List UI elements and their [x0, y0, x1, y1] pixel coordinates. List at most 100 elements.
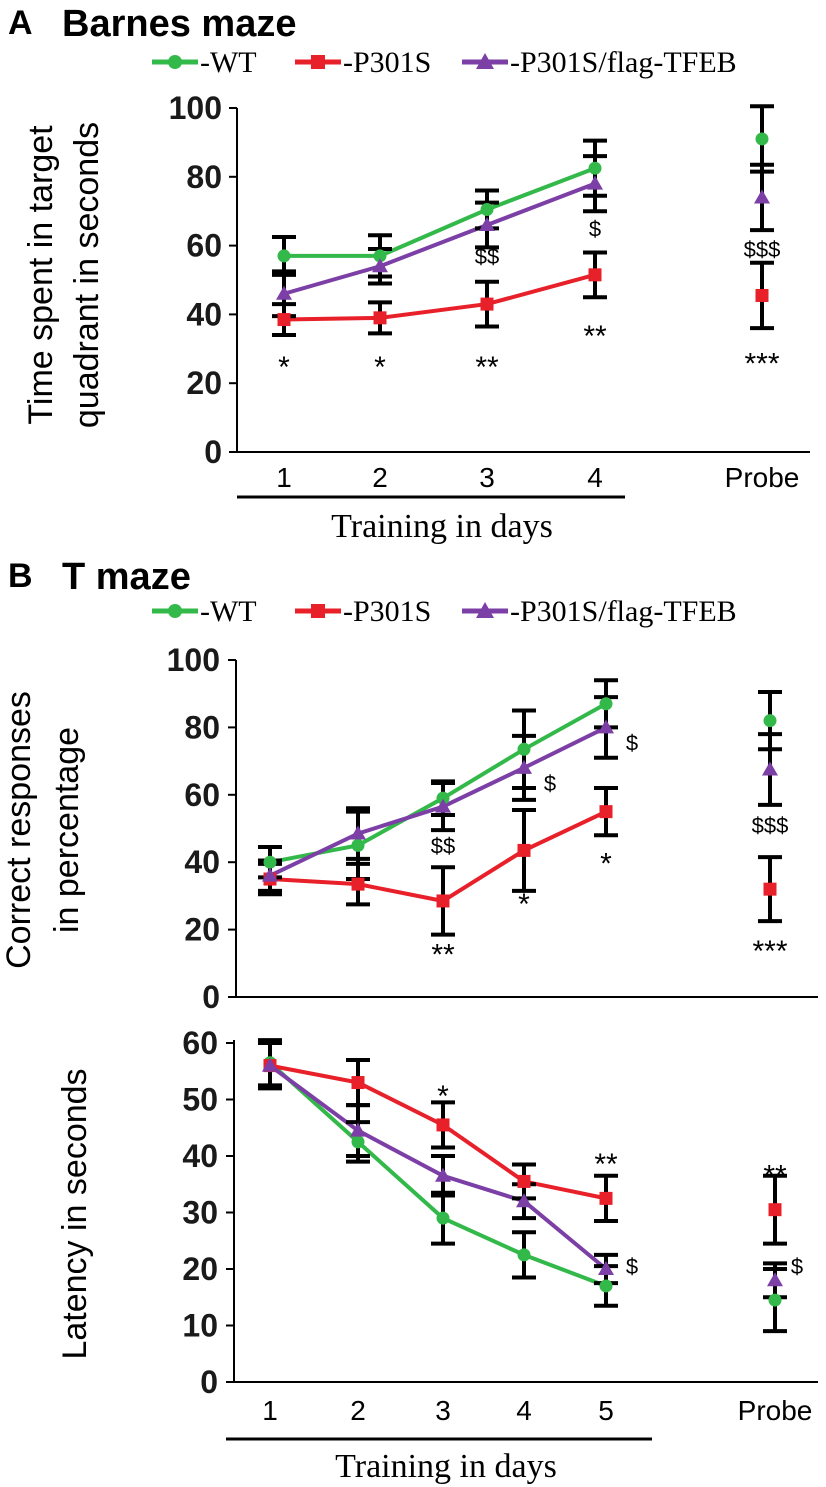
- data-point-wt: [436, 791, 450, 805]
- data-point-p301s-flag-tfeb: [350, 1122, 366, 1137]
- x-tick-label: 2: [350, 1395, 366, 1426]
- y-tick-label: 20: [184, 912, 220, 948]
- legend-marker-p301s: [311, 604, 325, 618]
- significance-tfeb-annotation: $$$: [752, 813, 789, 838]
- data-point-p301s: [436, 1118, 450, 1132]
- significance-p301s-annotation: *: [278, 351, 290, 384]
- data-point-wt: [263, 855, 277, 869]
- data-point-wt: [373, 249, 387, 263]
- data-point-p301s-flag-tfeb: [372, 258, 388, 273]
- x-tick-label-probe: Probe: [738, 1395, 813, 1426]
- probe-point-p301s: [768, 1203, 782, 1217]
- data-point-wt: [599, 697, 613, 711]
- significance-tfeb-annotation: $: [589, 216, 601, 241]
- probe-point-wt: [763, 714, 777, 728]
- significance-tfeb-annotation: $: [791, 1254, 803, 1279]
- x-tick-label: 4: [516, 1395, 532, 1426]
- data-point-p301s: [373, 311, 387, 325]
- y-axis-label-b2: Latency in seconds: [56, 1068, 94, 1359]
- x-tick-label: 1: [262, 1395, 278, 1426]
- data-point-p301s-flag-tfeb: [276, 285, 292, 300]
- significance-p301s-annotation: ***: [744, 348, 779, 381]
- x-axis-label-b: Training in days: [335, 1448, 557, 1485]
- data-point-p301s: [351, 1076, 365, 1090]
- y-tick-label: 40: [186, 296, 222, 332]
- data-point-p301s: [517, 843, 531, 857]
- panel-title-b: T maze: [62, 556, 191, 598]
- significance-p301s-annotation: **: [583, 320, 607, 353]
- legend-marker-tfeb: [476, 53, 494, 69]
- x-tick-label: 4: [587, 462, 603, 493]
- data-point-p301s-flag-tfeb: [435, 1167, 451, 1182]
- data-point-p301s: [599, 805, 613, 819]
- legend-label-p301s: -P301S: [343, 46, 431, 79]
- data-point-wt: [480, 202, 494, 216]
- data-point-p301s: [480, 297, 494, 311]
- probe-point-p301s-flag-tfeb: [762, 761, 778, 776]
- probe-point-p301s-flag-tfeb: [767, 1272, 783, 1287]
- data-point-p301s: [517, 1174, 531, 1188]
- data-point-p301s-flag-tfeb: [479, 216, 495, 231]
- probe-point-p301s: [755, 288, 769, 302]
- series-line-p301s-flag-tfeb: [283, 181, 596, 296]
- y-tick-label: 80: [186, 159, 222, 195]
- data-point-wt: [436, 1211, 450, 1225]
- x-tick-label: 2: [372, 462, 388, 493]
- data-point-p301s-flag-tfeb: [516, 759, 532, 774]
- y-tick-label: 60: [182, 1025, 218, 1061]
- significance-p301s-annotation: *: [518, 888, 530, 921]
- y-tick-label: 60: [186, 228, 222, 264]
- data-point-p301s-flag-tfeb: [587, 175, 603, 190]
- data-point-p301s-flag-tfeb: [262, 867, 278, 882]
- series-line-wt: [284, 166, 596, 258]
- y-tick-label: 10: [182, 1308, 218, 1344]
- data-point-p301s-flag-tfeb: [262, 1057, 278, 1072]
- panel-letter-a: A: [8, 4, 33, 42]
- data-point-wt: [351, 838, 365, 852]
- data-point-p301s: [351, 877, 365, 891]
- legend-marker-wt: [168, 55, 182, 69]
- probe-point-p301s: [763, 882, 777, 896]
- legend-marker-tfeb: [476, 602, 494, 618]
- data-point-wt: [517, 1248, 531, 1262]
- legend-label-wt: -WT: [200, 595, 257, 628]
- x-tick-label-probe: Probe: [725, 462, 800, 493]
- data-point-wt: [277, 249, 291, 263]
- data-point-p301s-flag-tfeb: [435, 798, 451, 813]
- legend-marker-p301s: [311, 55, 325, 69]
- y-tick-label: 40: [184, 844, 220, 880]
- panel-b: B T maze -WT -P301S -P301S/flag-TFEB Cor…: [0, 556, 818, 1485]
- y-tick-label: 40: [182, 1138, 218, 1174]
- y-tick-label: 50: [182, 1082, 218, 1118]
- y-tick-label: 20: [186, 365, 222, 401]
- series-line-p301s: [283, 272, 596, 322]
- significance-tfeb-annotation: $$: [431, 833, 455, 858]
- legend-label-tfeb: -P301S/flag-TFEB: [510, 46, 737, 79]
- y-tick-label: 20: [182, 1251, 218, 1287]
- y-tick-label: 30: [182, 1195, 218, 1231]
- data-point-p301s: [436, 894, 450, 908]
- significance-tfeb-annotation: $: [626, 1254, 638, 1279]
- significance-tfeb-annotation: $$$: [744, 237, 781, 262]
- y-tick-label: 0: [204, 434, 222, 470]
- data-point-wt: [517, 742, 531, 756]
- significance-p301s-annotation: *: [600, 847, 612, 880]
- significance-p301s-annotation: **: [763, 1159, 787, 1192]
- y-tick-label: 0: [200, 1364, 218, 1400]
- significance-tfeb-annotation: $$: [475, 244, 499, 269]
- legend-label-wt: -WT: [200, 46, 257, 79]
- panel-a: A Barnes maze -WT -P301S -P301S/flag-TFE…: [8, 3, 810, 545]
- data-point-p301s-flag-tfeb: [350, 825, 366, 840]
- significance-p301s-annotation: **: [594, 1148, 618, 1181]
- data-point-p301s-flag-tfeb: [516, 1193, 532, 1208]
- legend-b: -WT -P301S -P301S/flag-TFEB: [152, 595, 737, 628]
- y-tick-label: 0: [202, 979, 220, 1015]
- y-axis-label-b1-line2: in percentage: [48, 727, 86, 933]
- probe-point-wt: [755, 132, 769, 146]
- significance-p301s-annotation: *: [437, 1080, 449, 1113]
- probe-point-p301s-flag-tfeb: [754, 189, 770, 204]
- data-point-p301s-flag-tfeb: [598, 719, 614, 734]
- legend-a: -WT -P301S -P301S/flag-TFEB: [152, 46, 737, 79]
